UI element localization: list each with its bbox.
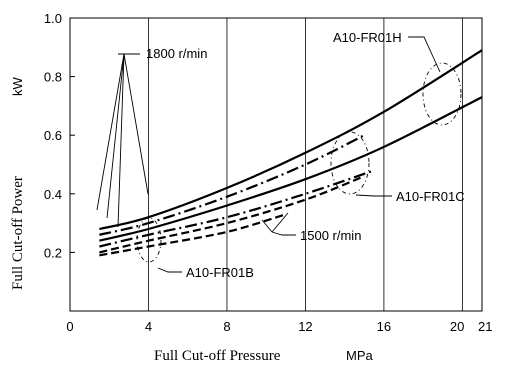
y-tick-label: 0.2 — [44, 245, 62, 260]
x-tick-label: 8 — [223, 319, 230, 334]
x-tick-label: 0 — [66, 319, 73, 334]
y-axis-label: Full Cut-off Power — [10, 176, 26, 290]
y-tick-label: 0.8 — [44, 70, 62, 85]
x-tick-labels: 0 4 8 12 16 20 21 — [66, 319, 492, 334]
annotation-1500-rpm: 1500 r/min — [300, 228, 361, 243]
y-axis-unit: kW — [10, 77, 25, 97]
series-line-a10-fr01c-1500 — [99, 169, 375, 248]
x-tick-label: 21 — [478, 319, 492, 334]
x-tick-label: 12 — [298, 319, 312, 334]
series-line-a10-fr01h-1800 — [99, 49, 483, 231]
annotation-1800-rpm: 1800 r/min — [146, 46, 207, 61]
series-line-a10-fr01b-1800 — [99, 175, 365, 254]
y-tick-label: 0.6 — [44, 128, 62, 143]
annotation-a10-fr01c: A10-FR01C — [396, 189, 465, 204]
x-tick-label: 16 — [377, 319, 391, 334]
y-tick-label: 0.4 — [44, 187, 62, 202]
series-line-a10-fr01c-1800 — [99, 96, 483, 242]
x-axis-label: Full Cut-off Pressure — [154, 348, 281, 364]
x-axis-unit: MPa — [346, 348, 374, 363]
x-tick-label: 20 — [450, 319, 464, 334]
annotation-a10-fr01h: A10-FR01H — [333, 30, 402, 45]
y-tick-labels: 0.2 0.4 0.6 0.8 1.0 — [44, 11, 75, 260]
x-tick-label: 4 — [145, 319, 152, 334]
grid-layer — [148, 18, 463, 311]
plot-frame — [69, 17, 483, 312]
series-line-a10-fr01h-1500 — [99, 134, 365, 236]
series-layer — [99, 49, 483, 257]
annotation-a10-fr01b: A10-FR01B — [186, 265, 254, 280]
annotation-leaders — [96, 36, 462, 273]
series-line-a10-fr01b-1500 — [99, 213, 287, 257]
y-tick-label: 1.0 — [44, 11, 62, 26]
